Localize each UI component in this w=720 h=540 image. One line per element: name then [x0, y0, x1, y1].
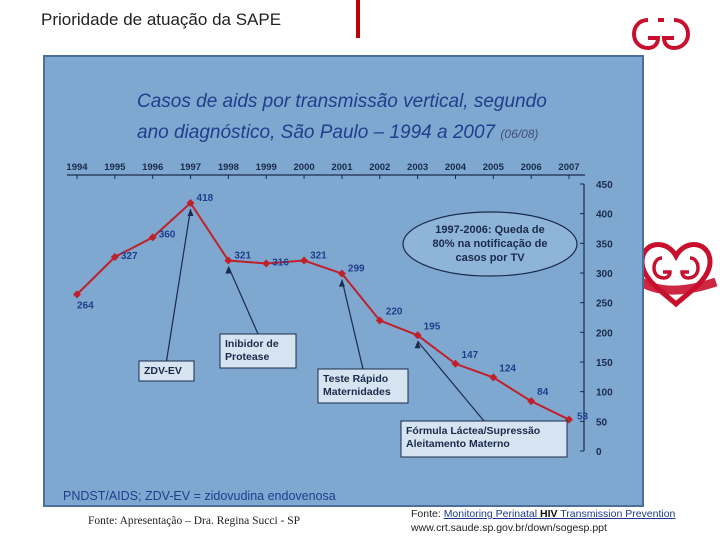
data-point — [413, 331, 422, 340]
x-tick-label: 1994 — [66, 162, 88, 173]
y-tick-label: 0 — [596, 447, 602, 458]
data-point — [186, 198, 195, 207]
y-tick-label: 450 — [596, 180, 613, 191]
data-label: 321 — [234, 251, 251, 262]
y-tick-label: 350 — [596, 239, 613, 250]
annotation-arrowhead — [225, 266, 232, 274]
data-label: 327 — [121, 251, 138, 262]
data-point — [375, 316, 384, 325]
x-tick-label: 2002 — [369, 162, 390, 173]
chart-footnote: PNDST/AIDS; ZDV-EV = zidovudina endoveno… — [63, 489, 336, 503]
annotation-text: Aleitamento Materno — [406, 438, 510, 450]
x-tick-label: 1996 — [142, 162, 163, 173]
source-link-part-c: Transmission Prevention — [557, 508, 676, 520]
data-point — [110, 252, 119, 261]
y-tick-label: 250 — [596, 299, 613, 310]
title-accent — [356, 0, 360, 38]
annotation-box — [400, 420, 568, 458]
data-label: 84 — [537, 387, 549, 398]
annotation-text: Protease — [225, 351, 270, 363]
annotation-text: ZDV-EV — [144, 365, 182, 377]
data-label: 220 — [386, 306, 403, 317]
annotation-box — [219, 333, 297, 369]
x-tick-label: 1998 — [218, 162, 239, 173]
data-label: 53 — [577, 412, 589, 423]
y-tick-label: 400 — [596, 210, 613, 221]
source-right: Fonte: Monitoring Perinatal HIV Transmis… — [411, 507, 675, 535]
annotation-box — [317, 368, 409, 404]
annotation-box — [138, 360, 195, 382]
data-label: 299 — [348, 264, 365, 275]
source-left: Fonte: Apresentação – Dra. Regina Succi … — [88, 515, 301, 527]
x-tick-label: 2003 — [407, 162, 428, 173]
callout-text: 80% na notificação de — [433, 238, 548, 250]
chart-title-line2: ano diagnóstico, São Paulo – 1994 a 2007 — [137, 122, 496, 143]
data-point — [262, 259, 271, 268]
y-tick-label: 200 — [596, 328, 613, 339]
data-label: 321 — [310, 251, 327, 262]
chart-title-line1: Casos de aids por transmissão vertical, … — [137, 91, 547, 112]
data-label: 316 — [272, 258, 289, 269]
logo-top-icon — [631, 18, 691, 51]
y-tick-label: 300 — [596, 269, 613, 280]
annotation-arrowhead — [338, 279, 345, 287]
data-label: 124 — [499, 363, 516, 374]
callout-text: 1997-2006: Queda de — [435, 224, 544, 236]
annotation-text: Inibidor de — [225, 338, 279, 350]
series-line — [76, 201, 570, 421]
annotation-arrow — [341, 279, 364, 370]
annotation-text: Teste Rápido — [323, 373, 388, 385]
x-tick-label: 1995 — [104, 162, 126, 173]
x-tick-label: 1997 — [180, 162, 201, 173]
annotation-arrowhead — [414, 341, 421, 349]
callout-text: casos por TV — [455, 252, 525, 264]
data-point — [489, 373, 498, 382]
data-point — [527, 397, 536, 406]
data-point — [73, 290, 81, 299]
annotation-arrow — [227, 266, 259, 335]
data-point — [300, 256, 309, 265]
chart-title: Casos de aids por transmissão vertical, … — [137, 86, 617, 150]
campaign-heart-logo-icon — [633, 242, 718, 308]
chart-panel: Casos de aids por transmissão vertical, … — [43, 55, 644, 507]
source-right-prefix: Fonte: — [411, 508, 444, 520]
data-label: 147 — [461, 350, 478, 361]
source-link[interactable]: Monitoring Perinatal HIV Transmission Pr… — [444, 508, 676, 520]
x-tick-label: 2001 — [331, 162, 353, 173]
data-label: 360 — [159, 229, 176, 240]
x-tick-label: 2006 — [521, 162, 542, 173]
y-tick-label: 100 — [596, 388, 613, 399]
data-point — [337, 269, 346, 278]
source-link-part-b: HIV — [540, 508, 558, 520]
x-tick-label: 1999 — [256, 162, 277, 173]
data-point — [148, 233, 157, 242]
x-tick-label: 2005 — [483, 162, 505, 173]
annotation-arrow — [165, 208, 192, 362]
data-label: 195 — [424, 321, 441, 332]
source-url: www.crt.saude.sp.gov.br/down/sogesp.ppt — [411, 522, 607, 534]
annotation-arrowhead — [187, 208, 194, 216]
y-tick-label: 150 — [596, 358, 613, 369]
annotation-arrow — [417, 340, 485, 422]
data-point — [451, 359, 460, 368]
slide-title: Prioridade de atuação da SAPE — [0, 0, 360, 38]
callout-ellipse — [402, 211, 578, 277]
slide-title-bar: Prioridade de atuação da SAPE — [0, 0, 360, 38]
data-label: 418 — [197, 193, 214, 204]
line-chart: 1994 1995 1996 1997 1998 1999 2000 2001 2002 2003… — [66, 162, 613, 458]
annotation-text: Fórmula Láctea/Supressão — [406, 425, 540, 437]
x-tick-label: 2007 — [558, 162, 579, 173]
chart-title-note: (06/08) — [500, 127, 539, 141]
source-link-part-a: Monitoring Perinatal — [443, 508, 540, 520]
data-point — [224, 256, 233, 265]
y-tick-label: 50 — [596, 417, 608, 428]
x-tick-label: 2000 — [294, 162, 315, 173]
data-label: 264 — [77, 300, 94, 311]
annotation-text: Maternidades — [323, 386, 391, 398]
x-tick-label: 2004 — [445, 162, 467, 173]
